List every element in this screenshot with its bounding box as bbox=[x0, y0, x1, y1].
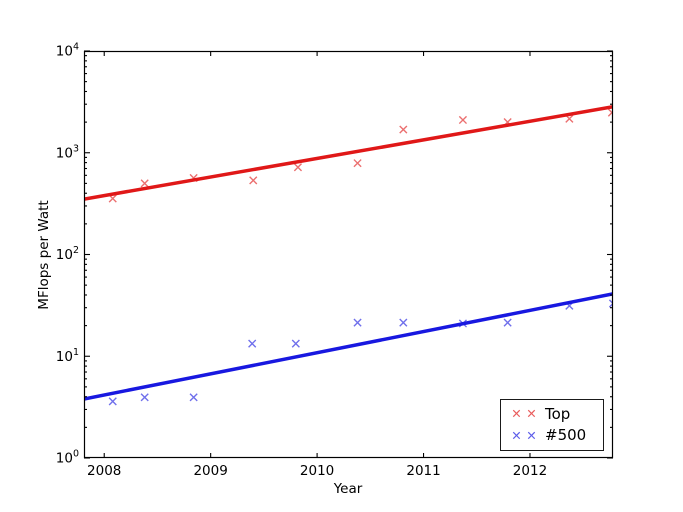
series-0-trend-line bbox=[84, 105, 613, 201]
data-point bbox=[399, 318, 408, 327]
series-0 bbox=[84, 105, 613, 203]
data-point bbox=[458, 319, 468, 328]
data-point bbox=[608, 299, 613, 308]
data-point bbox=[140, 393, 149, 402]
legend-label-top: Top bbox=[545, 404, 571, 423]
x-tick-label: 2008 bbox=[87, 463, 121, 479]
series-1-trend-line bbox=[84, 292, 613, 401]
series-0-markers bbox=[108, 108, 613, 203]
data-point bbox=[565, 301, 574, 310]
data-point bbox=[291, 339, 300, 348]
data-point bbox=[565, 114, 574, 123]
data-point bbox=[189, 393, 198, 402]
data-point bbox=[353, 318, 362, 327]
data-point bbox=[353, 159, 362, 168]
y-axis-label: MFlops per Watt bbox=[36, 200, 52, 310]
data-point bbox=[108, 397, 117, 406]
y-tick-label: 103 bbox=[56, 143, 79, 161]
x-tick-label: 2010 bbox=[300, 463, 334, 479]
legend-row-top: ✕ ✕ Top bbox=[501, 404, 603, 423]
x-marker-icon: ✕ bbox=[511, 405, 522, 421]
legend-label-500: #500 bbox=[545, 426, 587, 445]
x-tick-label: 2009 bbox=[193, 463, 227, 479]
data-point bbox=[249, 176, 258, 185]
plot-border bbox=[83, 50, 614, 459]
series-1 bbox=[84, 292, 613, 406]
y-tick-label: 102 bbox=[56, 245, 79, 263]
y-tick-label: 104 bbox=[56, 42, 79, 60]
data-point bbox=[503, 118, 512, 127]
data-point bbox=[503, 318, 512, 327]
x-tick-label: 2011 bbox=[406, 463, 440, 479]
x-marker-icon: ✕ bbox=[526, 427, 537, 443]
data-point bbox=[140, 179, 149, 188]
data-point bbox=[399, 125, 408, 134]
data-point bbox=[458, 115, 468, 125]
legend-row-500: ✕ ✕ #500 bbox=[501, 428, 603, 443]
x-axis-label: Year bbox=[333, 481, 363, 497]
data-point bbox=[108, 194, 117, 203]
series-1-markers bbox=[108, 299, 613, 406]
x-marker-icon: ✕ bbox=[511, 427, 522, 443]
data-point bbox=[189, 173, 198, 183]
legend: ✕ ✕ Top ✕ ✕ #500 bbox=[500, 399, 604, 451]
data-point bbox=[248, 339, 257, 348]
x-marker-icon: ✕ bbox=[526, 405, 537, 421]
data-point bbox=[293, 163, 303, 172]
x-tick-label: 2012 bbox=[513, 463, 547, 479]
y-tick-label: 101 bbox=[56, 347, 79, 365]
y-tick-label: 100 bbox=[56, 449, 79, 467]
